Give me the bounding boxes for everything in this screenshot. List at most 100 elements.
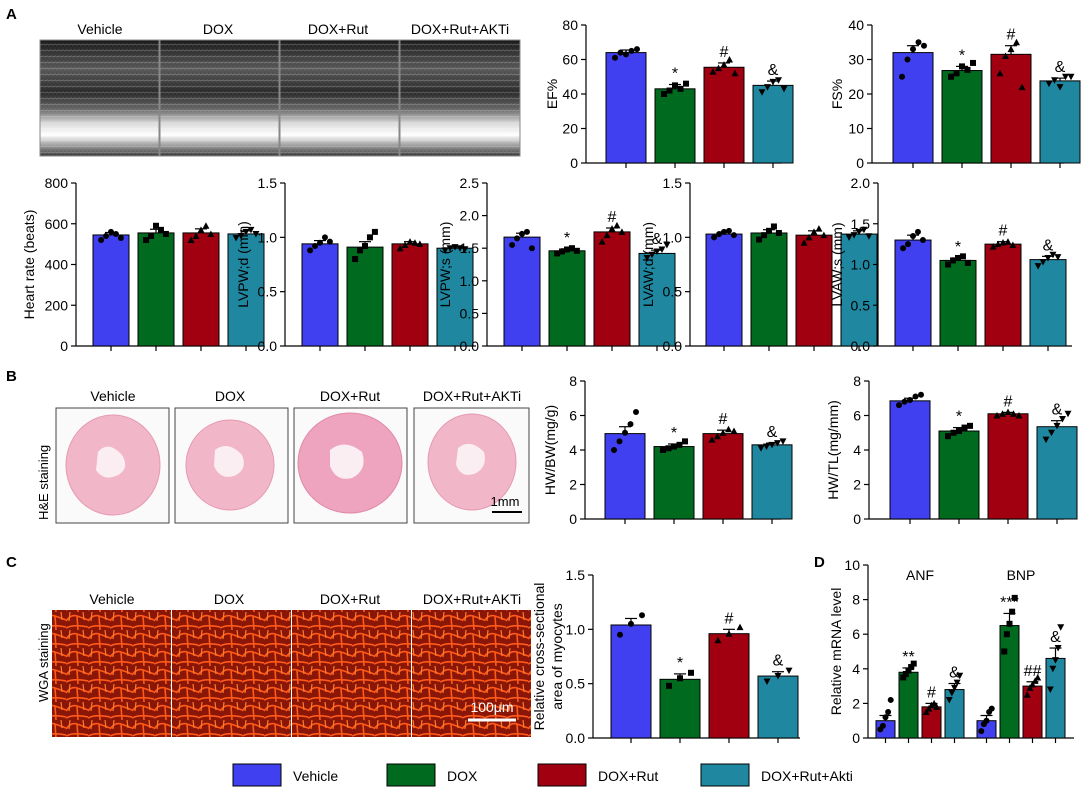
lvpws-chart: 0.0 0.5 1.0 1.5 2.0 2.5 LVPW;s (mm) * # & [437,175,681,354]
fs-y-tick-label: 0 [856,155,864,171]
fs-data-point [959,63,965,70]
fs-data-point [1002,52,1009,60]
mrna-y-tick-label: 0 [852,730,860,746]
csa-significance-label: * [677,655,683,672]
lvpwd-data-point [401,241,409,248]
fs-significance-label: * [959,47,965,64]
fs-bar [1039,80,1081,164]
ef-data-point [758,89,766,96]
fs-data-point [1018,83,1026,91]
lvawd-data-point [770,223,777,230]
lvpws-data-point [514,235,521,242]
fs-significance-label: & [1055,59,1066,76]
hr-data-point [153,222,159,229]
hr-data-point [232,235,240,242]
csa-data-point [617,631,623,638]
mrna-significance-label: & [1050,629,1061,646]
mrna-category-label: ANF [906,567,934,583]
mrna-significance-label: *** [1000,594,1019,611]
lvpws-data-point [523,228,530,235]
mrna-data-point [879,722,886,729]
hwbw-bar [751,444,793,520]
mrna-data-point [978,728,985,735]
lvaws-significance-label: & [1043,237,1054,254]
legend: Vehicle DOX DOX+Rut DOX+Rut+Akti [232,763,853,787]
lvaws-data-point [914,228,921,235]
hr-data-point [157,226,164,233]
mrna-data-point [1057,624,1065,631]
lvawd-data-point [800,239,808,246]
mrna-bar [944,689,965,739]
echo-label-vehicle: Vehicle [77,21,122,37]
echo-images [39,39,521,157]
mrna-data-point [1006,620,1013,627]
fs-y-tick-label: 40 [848,17,864,33]
he-heart-section-image [65,414,161,516]
lvpws-data-point [564,246,570,253]
hwbw-data-point [611,447,617,453]
hr-data-point [207,230,215,237]
he-heart-section-image [185,419,275,511]
csa-data-point [785,667,793,675]
legend-label-dox-rut-akti: DOX+Rut+Akti [761,768,853,784]
lvaws-chart: 0.0 0.5 1.0 1.5 2.0 LVAW;s (mm) * # & [829,175,1072,354]
lvpwd-data-point [406,238,414,245]
hr-bar [227,233,265,347]
lvpwd-y-tick-label: 0.0 [258,338,278,354]
csa-data-point [688,669,694,676]
lvpwd-data-point [307,247,314,254]
lvaws-data-point [950,257,957,264]
lvaws-data-point [910,232,916,239]
echo-label-dox: DOX [203,21,234,37]
lvpwd-data-point [357,247,364,254]
hwbw-data-point [714,432,721,440]
lvawd-data-point [756,236,763,243]
lvpwd-bar [346,246,384,347]
lvpws-data-point [573,247,580,254]
lvawd-y-tick-label: 0.0 [663,338,683,354]
mrna-data-point [887,696,894,703]
lvpws-significance-label: & [652,231,663,248]
mrna-data-point [951,684,958,692]
legend-label-dox: DOX [447,768,478,784]
lvaws-bar [984,243,1022,347]
legend-swatch-dox-rut [537,763,587,787]
wga-myocyte-image [292,610,411,737]
mrna-data-point [1003,631,1010,638]
ef-significance-label: & [768,62,779,79]
hr-y-tick-label: 400 [45,257,69,273]
lvaws-data-point [994,240,1002,248]
hwbw-data-point [757,445,765,452]
lvpwd-data-point [441,247,449,254]
mrna-y-tick-label: 6 [852,626,860,642]
lvawd-y-tick-label: 1.0 [663,229,683,245]
csa-y-label-line: area of myocytes [549,603,565,710]
hr-data-point [252,230,260,238]
mrna-data-point [1034,673,1042,681]
hwtl-data-point [896,402,902,409]
wga-myocyte-image [52,610,171,737]
csa-bar [610,624,652,739]
he-heart-section-image [427,413,517,511]
lvawd-data-point [865,233,873,240]
he-label-dox: DOX [215,388,246,404]
lvpwd-bar [391,243,429,347]
ef-bar [703,66,745,164]
lvaws-data-point [919,237,926,244]
mrna-data-point [902,670,909,677]
wga-label-dox: DOX [214,591,245,607]
mrna-data-point [1009,608,1016,615]
lvpwd-data-point [461,246,469,253]
fs-y-tick-label: 20 [848,86,864,102]
hr-data-point [108,228,114,235]
hwtl-data-point [907,396,913,403]
fs-data-point [1067,73,1075,81]
mrna-y-tick-label: 8 [852,592,860,608]
lvpws-bar [503,236,541,347]
csa-data-point [628,620,634,627]
mrna-y-tick-label: 2 [852,695,860,711]
csa-y-label-line: Relative cross-sectional [531,583,547,731]
ef-data-point [731,69,739,77]
hwtl-y-tick-label: 8 [853,373,861,389]
lvpws-data-point [598,238,606,245]
